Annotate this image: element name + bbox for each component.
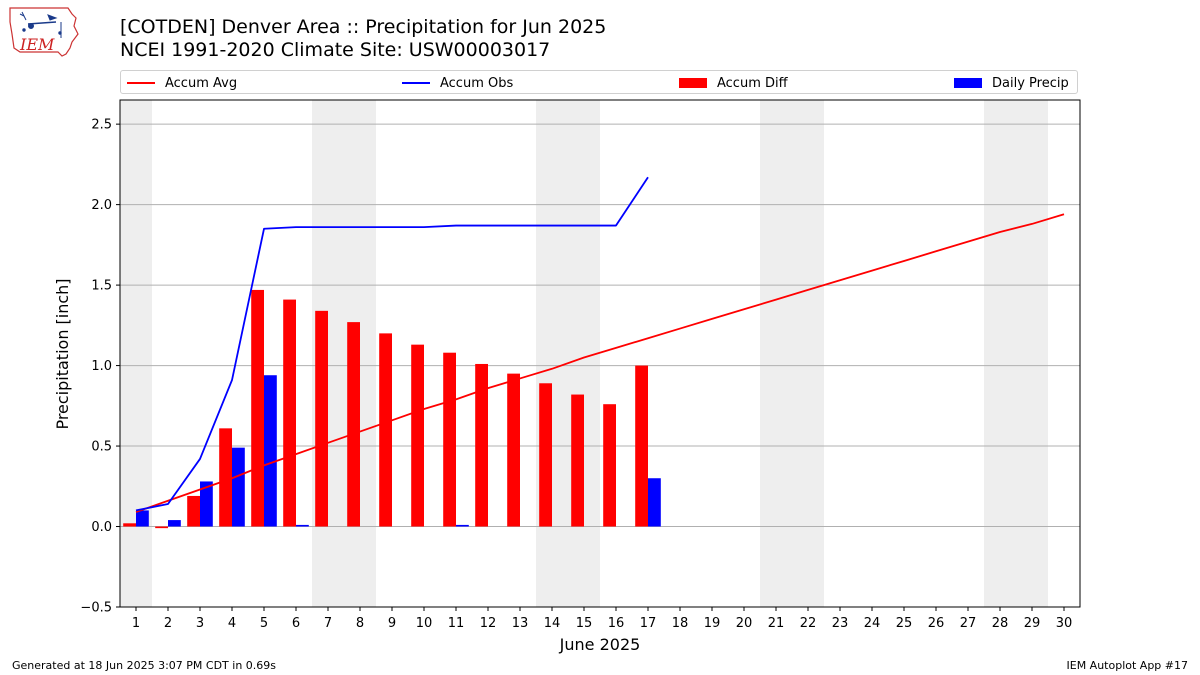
accum-diff-bar	[443, 352, 456, 527]
x-tick-label: 2	[164, 616, 172, 631]
accum-diff-bar	[315, 310, 328, 527]
x-axis: 1 2 3 4 5 6 7 8 9 10 11 12 13 14 15 16 17 18 19 20 21 22 23 24 2…	[132, 607, 1072, 631]
x-tick-label: 20	[736, 616, 753, 631]
y-axis: −0.5 0.0 0.5 1.0 1.5 2.0 2.5	[80, 118, 120, 616]
y-tick-label: −0.5	[80, 601, 112, 616]
x-tick-label: 21	[768, 616, 785, 631]
legend-swatch-accum-obs	[402, 82, 430, 84]
x-tick-label: 22	[800, 616, 817, 631]
logo-text: IEM	[19, 35, 55, 54]
x-tick-label: 6	[292, 616, 300, 631]
bars-layer	[123, 289, 661, 529]
daily-precip-bar	[296, 524, 309, 527]
app-credit: IEM Autoplot App #17	[1066, 659, 1189, 672]
x-tick-label: 12	[480, 616, 497, 631]
weekend-band	[536, 100, 600, 607]
x-tick-label: 10	[416, 616, 433, 631]
x-tick-label: 1	[132, 616, 140, 631]
daily-precip-bar	[200, 481, 213, 527]
x-tick-label: 4	[228, 616, 236, 631]
accum-diff-bar	[411, 344, 424, 527]
x-tick-label: 8	[356, 616, 364, 631]
x-tick-label: 17	[640, 616, 657, 631]
x-tick-label: 7	[324, 616, 332, 631]
accum-diff-bar	[251, 289, 264, 527]
legend-label-accum-obs: Accum Obs	[440, 75, 514, 91]
chart-legend: Accum Avg Accum Obs Accum Diff Daily Pre…	[120, 70, 1078, 94]
x-tick-label: 30	[1056, 616, 1073, 631]
legend-label-daily-precip: Daily Precip	[992, 75, 1069, 91]
y-tick-label: 1.5	[91, 279, 112, 294]
legend-swatch-accum-diff	[679, 78, 707, 88]
legend-label-accum-diff: Accum Diff	[717, 75, 788, 91]
accum-diff-bar	[283, 299, 296, 527]
x-axis-label: June 2025	[559, 635, 641, 654]
x-tick-label: 18	[672, 616, 689, 631]
x-tick-label: 19	[704, 616, 721, 631]
legend-item-accum-avg: Accum Avg	[127, 74, 237, 92]
accum-diff-bar	[347, 322, 360, 527]
lines-layer	[135, 176, 1065, 513]
accum-diff-bar	[155, 526, 168, 529]
accum-diff-bar	[539, 383, 552, 527]
daily-precip-bar	[456, 524, 469, 527]
accum-diff-bar	[571, 394, 584, 527]
x-tick-label: 24	[864, 616, 881, 631]
accum-diff-bar	[603, 404, 616, 527]
x-tick-label: 23	[832, 616, 849, 631]
x-tick-label: 29	[1024, 616, 1041, 631]
accum-obs-line	[135, 176, 649, 512]
daily-precip-bar	[648, 478, 661, 527]
daily-precip-bar	[136, 510, 149, 527]
x-tick-label: 16	[608, 616, 625, 631]
y-tick-label: 1.0	[91, 359, 112, 374]
y-tick-label: 0.0	[91, 520, 112, 535]
legend-item-accum-diff: Accum Diff	[679, 74, 788, 92]
x-tick-label: 15	[576, 616, 593, 631]
accum-diff-bar	[219, 428, 232, 527]
x-tick-label: 26	[928, 616, 945, 631]
legend-item-daily-precip: Daily Precip	[954, 74, 1069, 92]
x-tick-label: 5	[260, 616, 268, 631]
x-tick-label: 28	[992, 616, 1009, 631]
y-tick-label: 2.5	[91, 118, 112, 133]
chart-title: [COTDEN] Denver Area :: Precipitation fo…	[120, 16, 607, 38]
x-tick-label: 25	[896, 616, 913, 631]
accum-avg-line	[135, 213, 1065, 513]
x-tick-label: 27	[960, 616, 977, 631]
daily-precip-bar	[264, 375, 277, 527]
accum-diff-bar	[475, 363, 488, 527]
accum-diff-bar	[123, 523, 136, 527]
iowa-state-outline	[9, 7, 79, 57]
legend-swatch-accum-avg	[127, 82, 155, 84]
weekend-band	[120, 100, 152, 607]
weekend-band	[760, 100, 824, 607]
chart-subtitle: NCEI 1991-2020 Climate Site: USW00003017	[120, 39, 551, 61]
weekend-band	[984, 100, 1048, 607]
weather-icons	[19, 11, 62, 38]
daily-precip-bar	[232, 447, 245, 527]
y-axis-label: Precipitation [inch]	[53, 278, 72, 429]
x-tick-label: 9	[388, 616, 396, 631]
accum-diff-bar	[379, 333, 392, 527]
iem-logo: IEM	[9, 7, 79, 57]
x-tick-label: 14	[544, 616, 561, 631]
legend-item-accum-obs: Accum Obs	[402, 74, 513, 92]
legend-label-accum-avg: Accum Avg	[165, 75, 238, 91]
x-tick-label: 11	[448, 616, 465, 631]
plot-frame	[119, 99, 1081, 608]
x-tick-label: 3	[196, 616, 204, 631]
y-tick-label: 0.5	[91, 440, 112, 455]
accum-diff-bar	[635, 365, 648, 527]
y-tick-label: 2.0	[91, 198, 112, 213]
legend-swatch-daily-precip	[954, 78, 982, 88]
generated-timestamp: Generated at 18 Jun 2025 3:07 PM CDT in …	[12, 659, 277, 672]
accum-diff-bar	[187, 495, 200, 527]
daily-precip-bar	[168, 520, 181, 527]
accum-diff-bar	[507, 373, 520, 527]
x-tick-label: 13	[512, 616, 529, 631]
